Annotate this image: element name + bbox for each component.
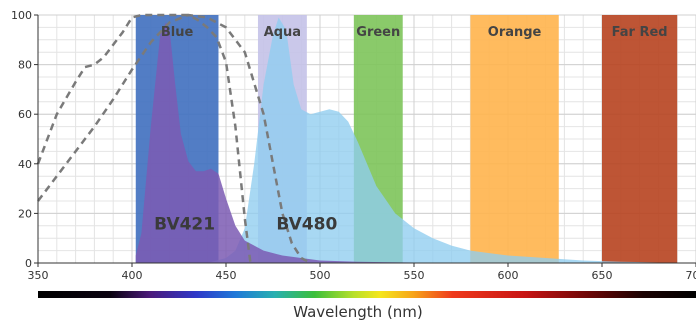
y-tick-label: 80 (18, 59, 32, 72)
y-tick-label: 100 (11, 9, 32, 22)
band-far-red (602, 15, 678, 263)
y-tick-label: 60 (18, 108, 32, 121)
band-label-aqua: Aqua (264, 25, 301, 40)
y-tick-label: 0 (25, 257, 32, 270)
band-label-blue: Blue (161, 25, 194, 40)
spectra (36, 13, 696, 265)
series-bv480 (135, 17, 696, 264)
x-tick-label: 350 (28, 269, 49, 282)
x-tick-label: 550 (404, 269, 425, 282)
chart-labels: Blue Aqua Green Orange Far Red BV480 BV421 (154, 25, 667, 234)
series-bv480-excitation (37, 13, 312, 265)
x-tick-label: 500 (310, 269, 331, 282)
x-tick-label: 600 (498, 269, 519, 282)
band-label-orange: Orange (488, 25, 542, 40)
wavelength-spectrum-bar (38, 291, 696, 298)
x-tick-label: 400 (122, 269, 143, 282)
y-tick-label: 20 (18, 207, 32, 220)
series-bv421 (135, 22, 471, 263)
dye-label-bv421: BV421 (154, 214, 215, 234)
x-tick-label: 450 (216, 269, 237, 282)
band-label-green: Green (356, 25, 400, 40)
x-tick-label: 700 (686, 269, 696, 282)
x-tick-label: 650 (592, 269, 613, 282)
series-bv421-excitation (36, 13, 252, 264)
y-tick-label: 40 (18, 158, 32, 171)
axes: 350 400 450 500 550 600 650 700 0 20 40 60 80 100 (11, 9, 696, 282)
dye-label-bv480: BV480 (276, 214, 337, 234)
x-axis-label: Wavelength (nm) (293, 303, 423, 321)
band-orange (470, 15, 559, 263)
band-label-far-red: Far Red (612, 25, 668, 40)
